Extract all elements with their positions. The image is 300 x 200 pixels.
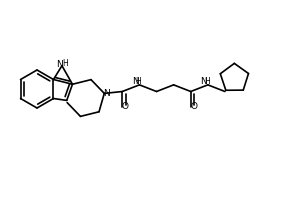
Text: H: H bbox=[136, 77, 141, 86]
Text: O: O bbox=[190, 102, 197, 111]
Text: O: O bbox=[122, 102, 129, 111]
Text: N: N bbox=[103, 89, 110, 98]
Text: N: N bbox=[56, 60, 63, 69]
Text: N: N bbox=[132, 77, 139, 86]
Text: H: H bbox=[204, 77, 210, 86]
Text: H: H bbox=[63, 59, 68, 68]
Text: N: N bbox=[200, 77, 207, 86]
